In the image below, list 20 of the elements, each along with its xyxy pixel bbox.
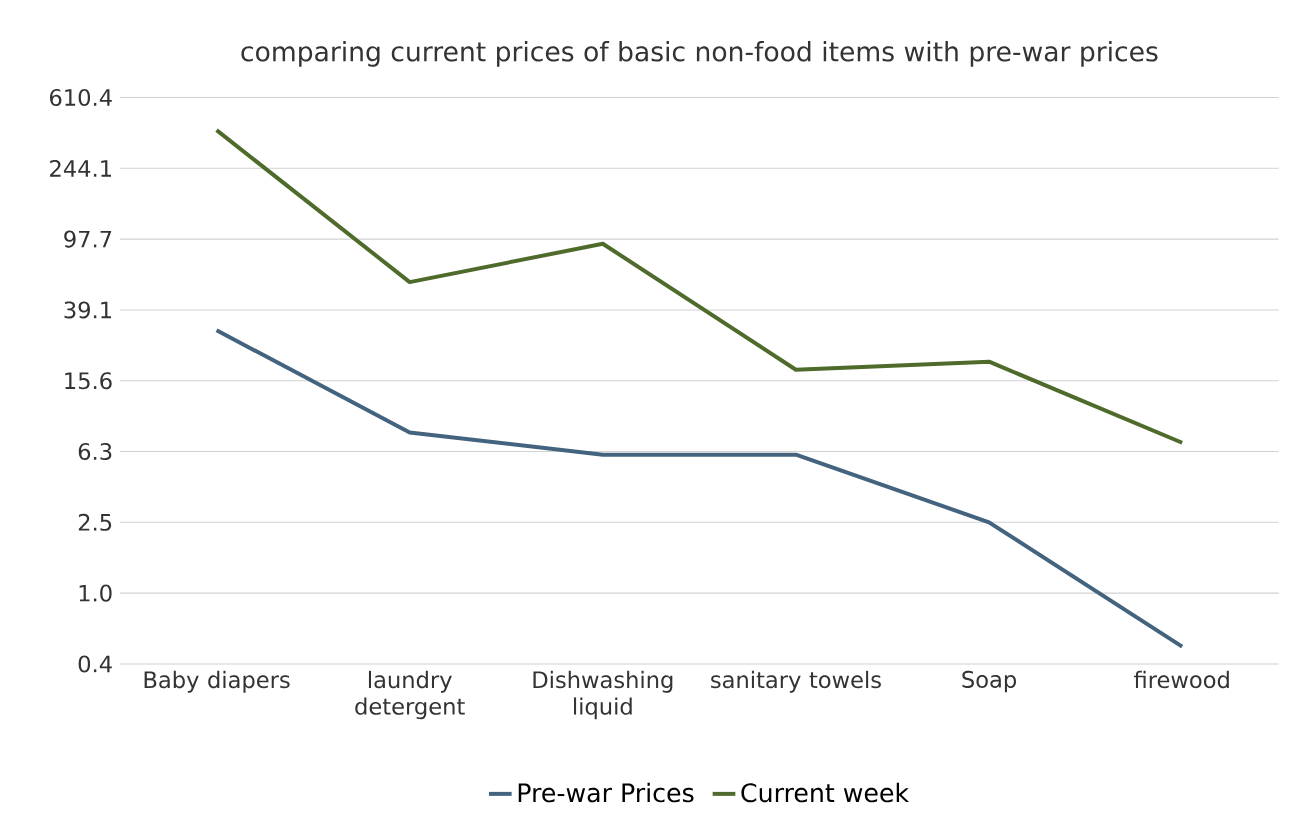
y-tick-label: 1.0: [79, 584, 112, 602]
y-tick-label: 6.3: [78, 442, 112, 461]
y-tick-label: 39.1: [64, 301, 112, 319]
x-tick-label: Dishwashing liquid: [533, 670, 673, 720]
x-tick-label: sanitary towels: [711, 670, 881, 693]
y-tick-label: 2.5: [78, 513, 112, 531]
legend-label: Pre-war Prices: [518, 782, 694, 803]
x-tick-label: Soap: [962, 670, 1016, 693]
y-tick-label: 0.4: [78, 655, 112, 673]
line-series: [214, 128, 1185, 445]
legend-label: Current week: [741, 782, 910, 803]
x-tick-label: laundry detergent: [355, 670, 465, 720]
y-tick-label: 97.7: [64, 230, 112, 248]
y-tick-label: 15.6: [65, 372, 112, 390]
x-tick-label: Baby diapers: [144, 670, 290, 693]
x-tick-label: firewood: [1134, 670, 1229, 689]
y-tick-label: 244.1: [50, 159, 112, 177]
y-tick-label: 610.4: [50, 88, 112, 107]
line-series: [214, 328, 1185, 649]
chart-title: comparing current prices of basic non-food items with pre-war prices: [241, 41, 1158, 67]
